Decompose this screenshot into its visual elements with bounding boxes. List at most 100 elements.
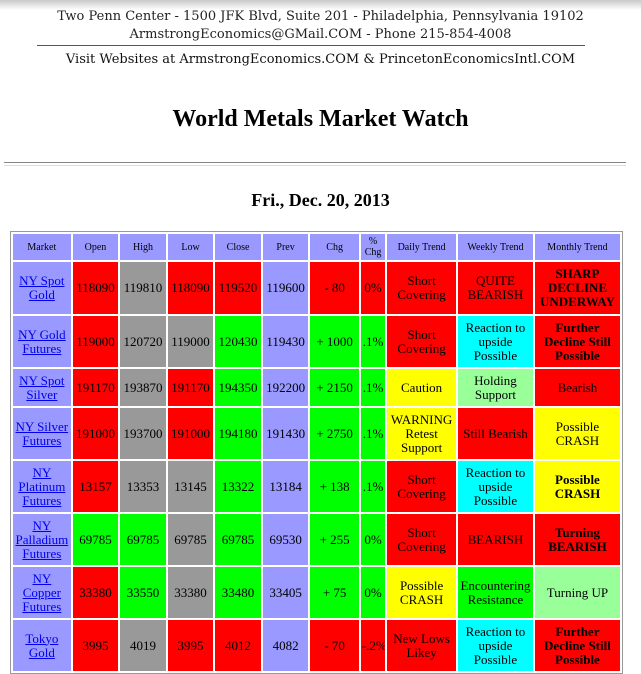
prev-cell: 192200 [262,369,309,406]
market-cell: NY Silver Futures [13,408,71,459]
open-cell: 69785 [72,514,119,565]
col-close: Close [215,234,261,260]
low-cell: 69785 [167,514,214,565]
close-cell: 33480 [215,567,261,618]
prev-cell: 33405 [262,567,309,618]
top-shadow [0,0,641,10]
pct-chg-cell: .1% [360,408,386,459]
title-divider [4,162,626,166]
high-cell: 13353 [120,461,166,512]
high-cell: 119810 [120,262,166,314]
monthly-trend-cell: Further Decline Still Possible [534,316,620,367]
market-link-ny-silver-futures[interactable]: NY Silver Futures [15,418,69,448]
table-row: Tokyo Gold 3995 4019 3995 4012 4082 - 70… [13,620,620,671]
prev-cell: 119600 [262,262,309,314]
weekly-trend-cell: Reaction to upside Possible [458,620,533,671]
col-pct-chg: % Chg [360,234,386,260]
low-cell: 118090 [167,262,214,314]
daily-trend-cell: Short Covering [387,316,457,367]
low-cell: 191170 [167,369,214,406]
monthly-trend-cell: Further Decline Still Possible [534,620,620,671]
table-row: NY Spot Gold 118090 119810 118090 119520… [13,262,620,314]
daily-trend-cell: Short Covering [387,514,457,565]
address-line: Two Penn Center - 1500 JFK Blvd, Suite 2… [57,9,584,24]
page-title: World Metals Market Watch [172,106,469,132]
daily-trend-cell: Caution [387,369,457,406]
daily-trend-cell: Short Covering [387,461,457,512]
close-cell: 69785 [215,514,261,565]
prev-cell: 4082 [262,620,309,671]
market-link-ny-palladium-futures[interactable]: NY Palladium Futures [15,517,69,561]
table-row: NY Palladium Futures 69785 69785 69785 6… [13,514,620,565]
high-cell: 120720 [120,316,166,367]
weekly-trend-cell: Encountering Resistance [458,567,533,618]
close-cell: 4012 [215,620,261,671]
prev-cell: 119430 [262,316,309,367]
col-high: High [120,234,166,260]
letterhead-divider [37,45,585,46]
market-link-ny-gold-futures[interactable]: NY Gold Futures [18,326,66,356]
chg-cell: - 80 [310,262,359,314]
weekly-trend-cell: BEARISH [458,514,533,565]
high-cell: 4019 [120,620,166,671]
close-cell: 120430 [215,316,261,367]
market-cell: NY Spot Gold [13,262,71,314]
weekly-trend-cell: Still Bearish [458,408,533,459]
market-link-ny-spot-gold[interactable]: NY Spot Gold [19,273,65,302]
market-cell: NY Platinum Futures [13,461,71,512]
table-row: NY Platinum Futures 13157 13353 13145 13… [13,461,620,512]
col-chg: Chg [310,234,359,260]
low-cell: 3995 [167,620,214,671]
open-cell: 119000 [72,316,119,367]
market-table: Market Open High Low Close Prev Chg % Ch… [10,231,623,674]
col-daily-trend: Daily Trend [387,234,457,260]
prev-cell: 69530 [262,514,309,565]
weekly-trend-cell: Holding Support [458,369,533,406]
market-link-ny-copper-futures[interactable]: NY Copper Futures [22,570,62,614]
pct-chg-cell: .1% [360,316,386,367]
weekly-trend-cell: Reaction to upside Possible [458,461,533,512]
col-monthly-trend: Monthly Trend [534,234,620,260]
open-cell: 118090 [72,262,119,314]
col-weekly-trend: Weekly Trend [458,234,533,260]
chg-cell: + 1000 [310,316,359,367]
pct-chg-cell: 0% [360,514,386,565]
col-prev: Prev [262,234,309,260]
daily-trend-cell: New Lows Likey [387,620,457,671]
header-row: Market Open High Low Close Prev Chg % Ch… [13,234,620,260]
close-cell: 119520 [215,262,261,314]
open-cell: 191000 [72,408,119,459]
weekly-trend-cell: Reaction to upside Possible [458,316,533,367]
table-row: NY Copper Futures 33380 33550 33380 3348… [13,567,620,618]
monthly-trend-cell: Bearish [534,369,620,406]
table-row: NY Silver Futures 191000 193700 191000 1… [13,408,620,459]
table-row: NY Gold Futures 119000 120720 119000 120… [13,316,620,367]
table-row: NY Spot Silver 191170 193870 191170 1943… [13,369,620,406]
letterhead: Two Penn Center - 1500 JFK Blvd, Suite 2… [0,8,641,44]
open-cell: 3995 [72,620,119,671]
pct-chg-cell: .1% [360,369,386,406]
low-cell: 33380 [167,567,214,618]
market-link-tokyo-gold[interactable]: Tokyo Gold [25,630,59,660]
prev-cell: 191430 [262,408,309,459]
market-link-ny-platinum-futures[interactable]: NY Platinum Futures [18,464,66,508]
close-cell: 194180 [215,408,261,459]
market-cell: NY Gold Futures [13,316,71,367]
market-cell: NY Copper Futures [13,567,71,618]
col-low: Low [167,234,214,260]
chg-cell: + 255 [310,514,359,565]
contact-line: ArmstrongEconomics@GMail.COM - Phone 215… [129,27,512,42]
daily-trend-cell: Possible CRASH [387,567,457,618]
pct-chg-cell: .1% [360,461,386,512]
monthly-trend-cell: Possible CRASH [534,408,620,459]
market-link-ny-spot-silver[interactable]: NY Spot Silver [19,372,65,402]
monthly-trend-cell: Possible CRASH [534,461,620,512]
weekly-trend-cell: QUITE BEARISH [458,262,533,314]
high-cell: 193700 [120,408,166,459]
close-cell: 13322 [215,461,261,512]
monthly-trend-cell: Turning UP [534,567,620,618]
chg-cell: + 2750 [310,408,359,459]
monthly-trend-cell: SHARP DECLINE UNDERWAY [534,262,620,314]
high-cell: 33550 [120,567,166,618]
daily-trend-cell: Short Covering [387,262,457,314]
